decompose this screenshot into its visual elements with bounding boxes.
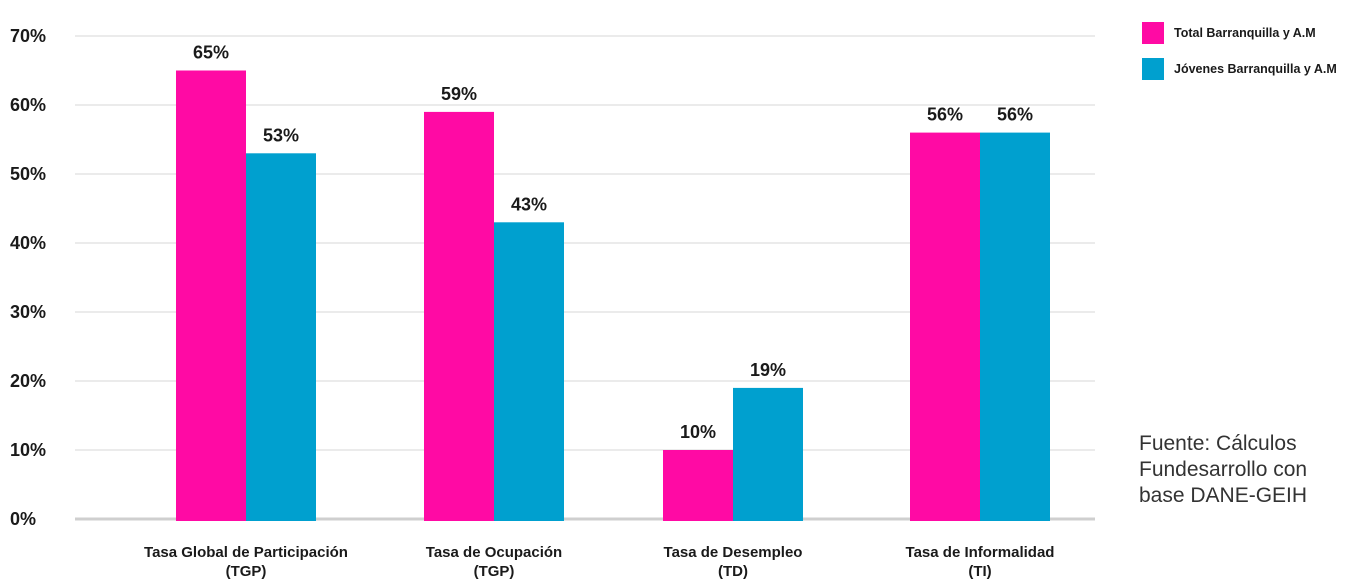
- bars: [176, 70, 1050, 522]
- bar-jovenes-0: [246, 153, 316, 522]
- y-tick-label: 40%: [10, 233, 46, 253]
- y-tick-label: 30%: [10, 302, 46, 322]
- bar-value-label: 56%: [997, 105, 1033, 125]
- bar-total-2: [663, 450, 733, 521]
- legend-label-jovenes: Jóvenes Barranquilla y A.M: [1174, 62, 1337, 76]
- legend-label-total: Total Barranquilla y A.M: [1174, 26, 1316, 40]
- source-line-1: Fuente: Cálculos: [1139, 432, 1297, 455]
- bar-value-label: 19%: [750, 360, 786, 380]
- category-label: (TD): [718, 563, 748, 580]
- category-label: (TI): [968, 563, 991, 580]
- category-label: Tasa de Ocupación: [426, 544, 562, 561]
- y-tick-label: 60%: [10, 95, 46, 115]
- legend-swatch-total: [1142, 22, 1164, 44]
- bar-jovenes-3: [980, 132, 1050, 521]
- category-label: (TGP): [226, 563, 267, 580]
- bar-value-labels: 65% 53% 59% 43% 10% 19% 56% 56%: [193, 43, 1033, 443]
- y-tick-label: 0%: [10, 509, 36, 529]
- legend-swatch-jovenes: [1142, 58, 1164, 80]
- category-labels: Tasa Global de Participación (TGP) Tasa de…: [144, 544, 1054, 580]
- bar-total-0: [176, 70, 246, 521]
- source-line-2: Fundesarrollo con: [1139, 458, 1308, 481]
- bar-jovenes-2: [733, 387, 803, 521]
- bar-total-1: [424, 111, 494, 522]
- y-tick-label: 10%: [10, 440, 46, 460]
- bar-value-label: 56%: [927, 105, 963, 125]
- y-tick-label: 70%: [10, 26, 46, 46]
- bar-value-label: 10%: [680, 422, 716, 442]
- category-label: Tasa de Desempleo: [664, 544, 803, 561]
- legend: Total Barranquilla y A.M Jóvenes Barranq…: [1142, 22, 1337, 94]
- bar-value-label: 53%: [263, 125, 299, 145]
- bar-total-3: [910, 132, 980, 521]
- legend-item-jovenes: Jóvenes Barranquilla y A.M: [1142, 58, 1337, 80]
- category-label: (TGP): [474, 563, 515, 580]
- category-label: Tasa Global de Participación: [144, 544, 348, 561]
- bar-value-label: 59%: [441, 84, 477, 104]
- legend-item-total: Total Barranquilla y A.M: [1142, 22, 1337, 44]
- y-axis-tick-labels: 0% 10% 20% 30% 40% 50% 60% 70%: [10, 26, 46, 529]
- category-label: Tasa de Informalidad: [906, 544, 1055, 561]
- y-tick-label: 50%: [10, 164, 46, 184]
- source-note: Fuente: Cálculos Fundesarrollo con base …: [1139, 431, 1359, 509]
- y-tick-label: 20%: [10, 371, 46, 391]
- bar-value-label: 43%: [511, 194, 547, 214]
- bar-value-label: 65%: [193, 43, 229, 63]
- bar-jovenes-1: [494, 222, 564, 522]
- source-line-3: base DANE-GEIH: [1139, 484, 1308, 507]
